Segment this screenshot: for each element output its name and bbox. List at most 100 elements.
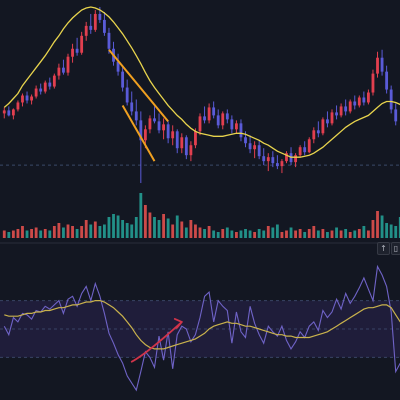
rsi-line xyxy=(3,264,400,392)
move-pane-up-button[interactable]: ↑ xyxy=(377,242,390,255)
volume-bar xyxy=(184,227,188,238)
candle-body xyxy=(198,116,202,132)
volume-bar xyxy=(130,224,134,238)
candle-body xyxy=(357,97,361,106)
volume-bar xyxy=(385,223,389,238)
volume-bar xyxy=(89,224,93,238)
candle-body xyxy=(230,119,234,130)
candle-body xyxy=(21,95,24,103)
candle-body xyxy=(25,95,29,101)
candle-body xyxy=(184,137,188,156)
volume-bar xyxy=(175,215,179,238)
volume-bar xyxy=(43,229,47,238)
candle-body xyxy=(180,137,184,149)
candle-body xyxy=(162,124,165,131)
volume-bar xyxy=(321,229,325,238)
volume-bar xyxy=(203,229,206,238)
candle-body xyxy=(71,48,74,57)
candle-body xyxy=(121,71,125,88)
volume-bar xyxy=(194,224,197,238)
candle-body xyxy=(321,119,325,134)
volume-bar xyxy=(389,224,393,238)
candle-body xyxy=(93,13,97,30)
candle-body xyxy=(34,88,38,97)
candle-body xyxy=(221,113,225,126)
volume-bar xyxy=(371,220,375,238)
candle-body xyxy=(216,115,220,126)
collapse-pane-button[interactable]: ▯ xyxy=(391,242,400,255)
volume-bar xyxy=(139,193,143,238)
candle-body xyxy=(244,137,247,144)
volume-bar xyxy=(326,232,329,238)
volume-bar xyxy=(57,223,61,238)
volume-bar xyxy=(216,232,220,238)
candle-body xyxy=(89,25,93,30)
volume-bar xyxy=(16,229,20,238)
candle-body xyxy=(84,25,88,36)
candle-body xyxy=(298,147,302,156)
candle-body xyxy=(316,130,320,134)
volume-bar xyxy=(285,230,288,238)
volume-bar xyxy=(244,229,247,238)
candle-body xyxy=(80,35,84,53)
volume-bar xyxy=(80,226,84,238)
candle-body xyxy=(107,32,111,49)
volume-bar xyxy=(280,232,284,238)
candle-body xyxy=(262,156,266,162)
volume-bar xyxy=(367,230,370,238)
candle-body xyxy=(303,147,307,153)
wedge-lower-trendline[interactable] xyxy=(121,104,156,162)
volume-bar xyxy=(39,230,43,238)
volume-bar xyxy=(330,230,334,238)
volume-bar xyxy=(225,227,229,238)
candle-body xyxy=(11,109,15,116)
volume-bar xyxy=(398,217,400,238)
candle-body xyxy=(39,88,43,92)
volume-bar xyxy=(357,229,361,238)
volume-bar xyxy=(121,220,125,238)
volume-bar xyxy=(25,230,29,238)
volume-bar xyxy=(239,230,243,238)
volume-bar xyxy=(75,229,79,238)
volume-bar xyxy=(52,226,56,238)
volume-bar xyxy=(157,220,161,238)
candle-body xyxy=(239,123,243,138)
volume-bar xyxy=(103,224,106,238)
candle-body xyxy=(189,145,193,156)
candle-body xyxy=(2,110,6,114)
rsi-moving-average-line xyxy=(4,300,400,350)
candle-body xyxy=(312,130,316,140)
volume-bar xyxy=(262,230,266,238)
volume-bar xyxy=(93,221,97,238)
candle-body xyxy=(116,61,120,72)
candle-body xyxy=(253,145,257,150)
candle-body xyxy=(98,13,102,20)
volume-bar xyxy=(253,232,257,238)
divergence-arrow[interactable] xyxy=(130,321,183,363)
divergence-arrowhead xyxy=(173,318,183,329)
volume-bar xyxy=(62,227,65,238)
candle-body xyxy=(203,116,206,121)
volume-bar xyxy=(30,229,33,238)
volume-bar xyxy=(207,226,211,238)
volume-bar xyxy=(339,230,343,238)
volume-bar xyxy=(116,215,120,238)
volume-bar xyxy=(348,232,352,238)
candle-body xyxy=(348,101,352,112)
candle-body xyxy=(266,157,270,162)
volume-bar xyxy=(235,232,238,238)
volume-bar xyxy=(166,218,170,238)
volume-bar xyxy=(271,227,275,238)
volume-bar xyxy=(98,226,102,238)
candle-body xyxy=(380,57,384,72)
candle-body xyxy=(143,129,147,141)
candle-body xyxy=(330,112,334,124)
volume-bar xyxy=(353,230,357,238)
volume-bar xyxy=(316,230,320,238)
volume-bar xyxy=(125,223,129,238)
candle-body xyxy=(7,110,11,116)
candle-body xyxy=(385,71,389,90)
wedge-upper-trendline[interactable] xyxy=(108,49,169,122)
